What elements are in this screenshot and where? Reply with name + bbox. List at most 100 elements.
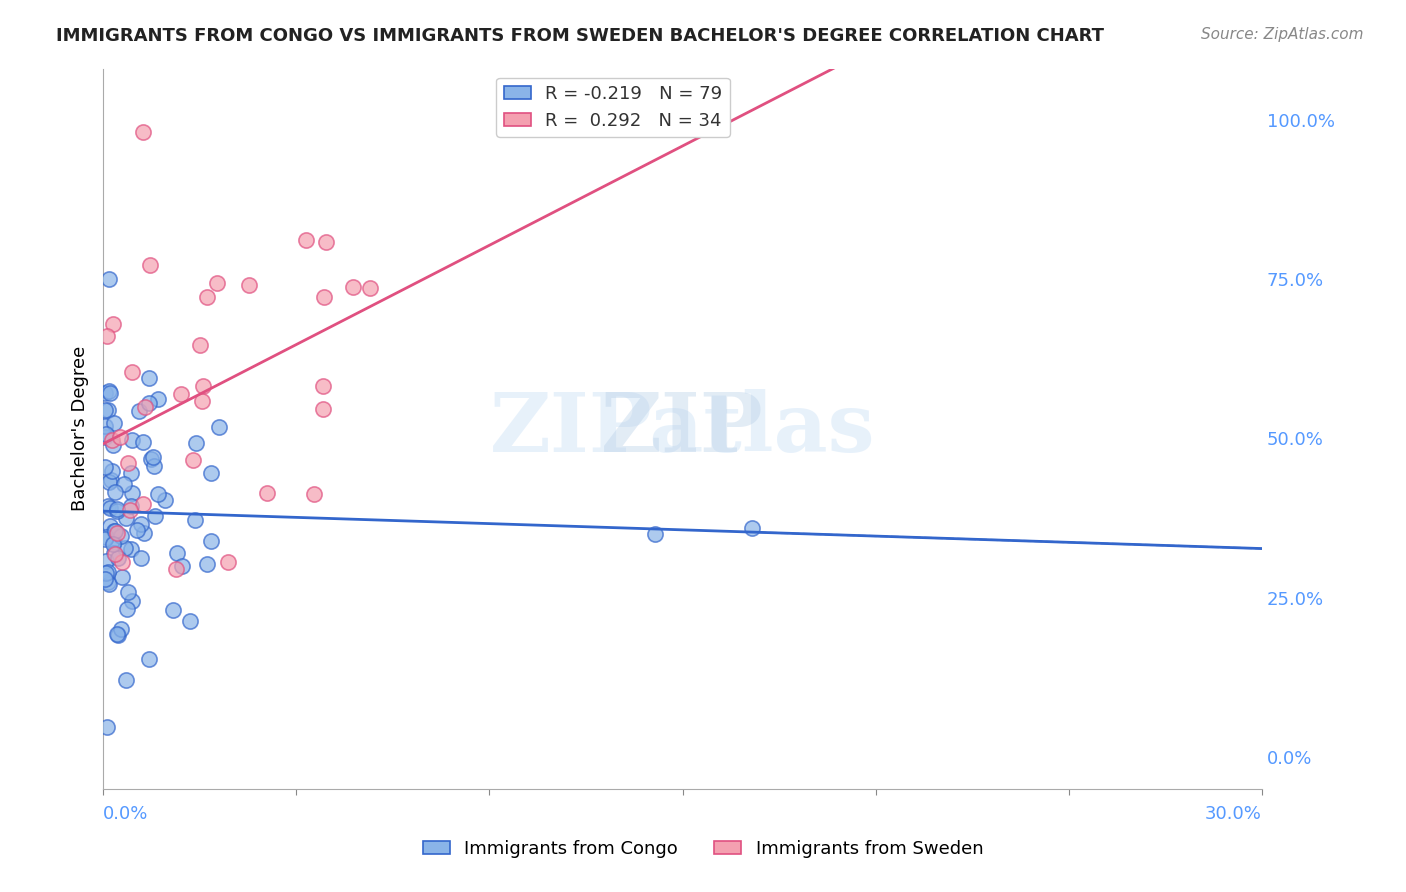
Immigrants from Congo [186,436,208,450]
Immigrants from Congo [120,499,142,513]
Text: ZIPatlas: ZIPatlas [489,389,876,468]
Text: 0.0%: 0.0% [103,805,149,823]
Immigrants from Congo [98,272,121,286]
Immigrants from Congo [101,464,124,478]
Immigrants from Sweden [132,125,155,139]
Immigrants from Congo [138,371,160,385]
Immigrants from Congo [170,558,193,573]
Immigrants from Congo [97,565,120,579]
Immigrants from Congo [94,385,117,400]
Immigrants from Congo [98,384,121,399]
Immigrants from Congo [129,551,152,566]
Immigrants from Congo [94,403,117,417]
Immigrants from Congo [105,627,128,641]
Immigrants from Congo [97,402,120,417]
Immigrants from Congo [103,546,125,560]
Immigrants from Sweden [205,276,228,290]
Immigrants from Congo [195,557,218,571]
Immigrants from Sweden [294,233,316,247]
Immigrants from Sweden [181,453,204,467]
Immigrants from Sweden [256,485,278,500]
Immigrants from Congo [98,500,121,515]
Immigrants from Congo [138,651,160,665]
Immigrants from Congo [98,577,121,591]
Immigrants from Congo [114,673,136,688]
Immigrants from Congo [101,537,124,551]
Text: IMMIGRANTS FROM CONGO VS IMMIGRANTS FROM SWEDEN BACHELOR'S DEGREE CORRELATION CH: IMMIGRANTS FROM CONGO VS IMMIGRANTS FROM… [56,27,1104,45]
Immigrants from Sweden [359,281,381,295]
Immigrants from Sweden [100,434,122,448]
Immigrants from Congo [148,392,170,406]
Immigrants from Congo [200,467,222,481]
Immigrants from Congo [121,486,143,500]
Immigrants from Congo [143,458,166,473]
Immigrants from Sweden [699,100,721,114]
Immigrants from Sweden [134,401,156,415]
Immigrants from Congo [121,593,143,607]
Immigrants from Congo [104,484,127,499]
Immigrants from Sweden [191,394,214,409]
Immigrants from Congo [94,430,117,444]
Text: Source: ZipAtlas.com: Source: ZipAtlas.com [1201,27,1364,42]
Immigrants from Sweden [104,547,127,561]
Immigrants from Congo [143,508,166,523]
Immigrants from Congo [200,533,222,548]
Immigrants from Congo [94,554,117,568]
Immigrants from Congo [142,450,165,465]
Immigrants from Congo [146,487,169,501]
Text: 30.0%: 30.0% [1205,805,1263,823]
Immigrants from Congo [110,528,132,542]
Immigrants from Sweden [193,379,215,393]
Immigrants from Sweden [170,386,193,401]
Immigrants from Sweden [139,258,162,272]
Immigrants from Congo [184,513,207,527]
Immigrants from Sweden [312,402,335,417]
Immigrants from Congo [107,551,129,566]
Legend: R = -0.219   N = 79, R =  0.292   N = 34: R = -0.219 N = 79, R = 0.292 N = 34 [496,78,730,137]
Immigrants from Congo [103,535,125,549]
Immigrants from Congo [100,473,122,487]
Immigrants from Congo [105,503,128,517]
Immigrants from Sweden [96,329,118,343]
Immigrants from Congo [117,601,139,615]
Immigrants from Sweden [342,280,364,294]
Immigrants from Sweden [302,487,325,501]
Immigrants from Congo [132,526,155,541]
Immigrants from Congo [94,459,117,474]
Immigrants from Congo [120,466,142,480]
Immigrants from Sweden [101,317,124,331]
Immigrants from Congo [132,434,155,449]
Immigrants from Congo [110,622,132,636]
Immigrants from Congo [115,511,138,525]
Immigrants from Sweden [108,430,131,444]
Immigrants from Congo [117,584,139,599]
Immigrants from Congo [98,385,121,400]
Text: ZIP: ZIP [602,389,763,468]
Immigrants from Sweden [315,235,337,250]
Immigrants from Congo [94,573,117,587]
Immigrants from Congo [179,615,201,629]
Immigrants from Congo [96,720,118,734]
Immigrants from Sweden [117,456,139,470]
Immigrants from Congo [162,602,184,616]
Immigrants from Sweden [195,290,218,304]
Immigrants from Congo [120,541,142,556]
Immigrants from Congo [112,476,135,491]
Immigrants from Congo [103,524,125,538]
Immigrants from Congo [129,516,152,531]
Immigrants from Congo [208,420,231,434]
Immigrants from Congo [103,416,125,430]
Immigrants from Congo [125,523,148,537]
Immigrants from Congo [107,628,129,642]
Immigrants from Congo [94,566,117,580]
Immigrants from Congo [97,475,120,489]
Immigrants from Congo [97,499,120,513]
Immigrants from Sweden [118,502,141,516]
Immigrants from Congo [139,451,162,466]
Immigrants from Sweden [188,338,211,352]
Immigrants from Congo [138,396,160,410]
Immigrants from Sweden [314,289,336,303]
Immigrants from Sweden [111,555,134,569]
Immigrants from Sweden [132,497,155,511]
Immigrants from Congo [121,433,143,447]
